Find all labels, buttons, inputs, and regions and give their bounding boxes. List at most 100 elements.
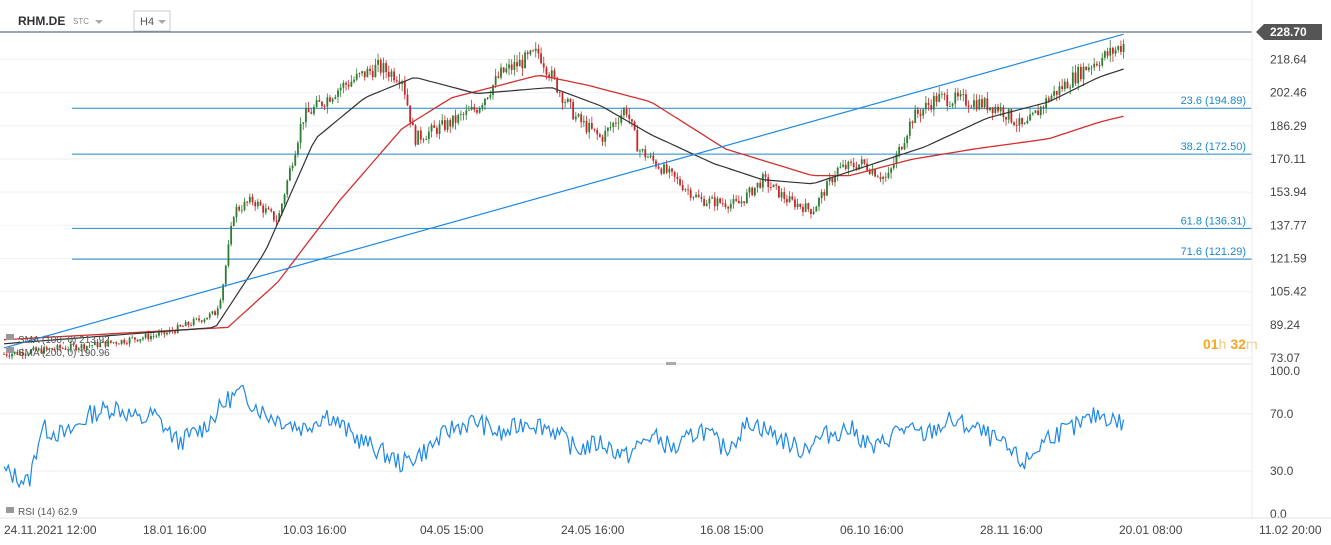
candle-body xyxy=(505,68,508,73)
candle-body xyxy=(508,64,510,69)
candle-body xyxy=(802,206,804,212)
candle-body xyxy=(604,130,607,142)
price-tick-label: 170.11 xyxy=(1270,152,1306,166)
candle-body xyxy=(548,74,551,78)
candle-body xyxy=(243,201,246,210)
candle-body xyxy=(337,90,339,98)
candle-body xyxy=(152,335,155,337)
candle-body xyxy=(745,192,748,203)
candle-body xyxy=(1090,67,1093,69)
candle-body xyxy=(671,168,673,172)
candle-body xyxy=(61,348,64,350)
candle-body xyxy=(537,48,540,54)
candle-body xyxy=(1093,63,1096,68)
candle-body xyxy=(3,354,5,355)
candle-body xyxy=(1015,125,1018,126)
candle-body xyxy=(876,176,879,178)
candle-body xyxy=(868,170,871,175)
candle-body xyxy=(1063,81,1066,89)
candle-body xyxy=(83,344,86,350)
sma100-legend-icon[interactable] xyxy=(6,334,14,340)
candle-body xyxy=(778,185,780,198)
candle-body xyxy=(158,332,160,336)
candle-body xyxy=(973,100,975,108)
candle-body xyxy=(663,164,665,174)
candle-body xyxy=(1071,72,1074,88)
candle-body xyxy=(484,98,486,106)
candle-body xyxy=(1039,106,1042,116)
candle-body xyxy=(347,84,350,87)
candle-body xyxy=(438,124,441,134)
candle-body xyxy=(379,59,382,73)
candle-body xyxy=(871,169,874,175)
candle-body xyxy=(553,70,556,78)
candle-body xyxy=(27,353,29,355)
candle-body xyxy=(588,123,591,133)
candle-body xyxy=(5,354,8,356)
candle-body xyxy=(545,67,548,75)
candle-body xyxy=(719,198,722,203)
fibonacci-levels: 23.6 (194.89) 38.2 (172.50) 61.8 (136.31) 7… xyxy=(72,95,1252,260)
candle-body xyxy=(724,203,727,207)
candle-body xyxy=(256,201,259,207)
price-tick-label: 105.42 xyxy=(1270,285,1307,299)
candle-body xyxy=(991,107,994,114)
candle-body xyxy=(727,206,730,209)
candle-body xyxy=(612,122,615,127)
rsi-legend-label: RSI (14) 62.9 xyxy=(18,507,78,518)
candle-body xyxy=(927,102,930,105)
candle-body xyxy=(687,189,689,191)
candle-body xyxy=(1007,109,1010,120)
candle-body xyxy=(628,114,631,120)
candle-body xyxy=(184,321,187,327)
candle-body xyxy=(1117,46,1120,50)
candle-body xyxy=(1026,120,1029,124)
candle-body xyxy=(227,244,230,266)
panel-resize-handle[interactable] xyxy=(666,362,676,365)
sma200-legend-label: SMA (200, 0) 190.96 xyxy=(18,348,110,359)
candlesticks xyxy=(3,39,1125,360)
candle-body xyxy=(144,333,147,338)
candle-body xyxy=(705,203,708,206)
candle-body xyxy=(820,192,823,198)
candle-body xyxy=(16,351,19,355)
candle-body xyxy=(606,127,609,131)
indicator-legend: SMA (100, 0) 213.92 SMA (200, 0) 190.96 xyxy=(6,334,110,359)
candle-body xyxy=(211,311,214,314)
candle-body xyxy=(831,178,834,183)
candle-body xyxy=(24,354,27,356)
candle-body xyxy=(655,160,657,167)
candle-body xyxy=(780,192,783,198)
candle-body xyxy=(882,176,885,180)
candle-body xyxy=(858,164,860,170)
candle-body xyxy=(259,201,262,206)
candle-body xyxy=(788,196,791,203)
chevron-down-icon[interactable] xyxy=(95,20,103,24)
candle-body xyxy=(219,300,222,309)
candle-body xyxy=(585,120,588,133)
candle-body xyxy=(163,330,166,335)
candle-body xyxy=(272,211,275,221)
candle-body xyxy=(457,114,460,123)
trendline[interactable] xyxy=(3,33,1124,349)
candle-body xyxy=(689,189,692,198)
candle-body xyxy=(620,115,623,123)
candle-body xyxy=(385,63,388,72)
candle-body xyxy=(703,198,705,206)
candle-body xyxy=(470,106,473,110)
candle-body xyxy=(818,197,820,207)
candle-body xyxy=(1010,109,1013,123)
interval-select[interactable] xyxy=(133,10,171,32)
candle-body xyxy=(1047,98,1050,101)
sma200-legend-icon[interactable] xyxy=(6,347,14,353)
candle-body xyxy=(903,143,906,150)
rsi-legend-icon[interactable] xyxy=(6,507,14,513)
candle-body xyxy=(37,348,40,351)
candle-body xyxy=(1013,122,1015,126)
candle-body xyxy=(716,198,719,207)
candle-body xyxy=(326,97,329,107)
candle-body xyxy=(863,159,866,164)
candle-body xyxy=(403,81,406,95)
candle-body xyxy=(580,114,583,123)
